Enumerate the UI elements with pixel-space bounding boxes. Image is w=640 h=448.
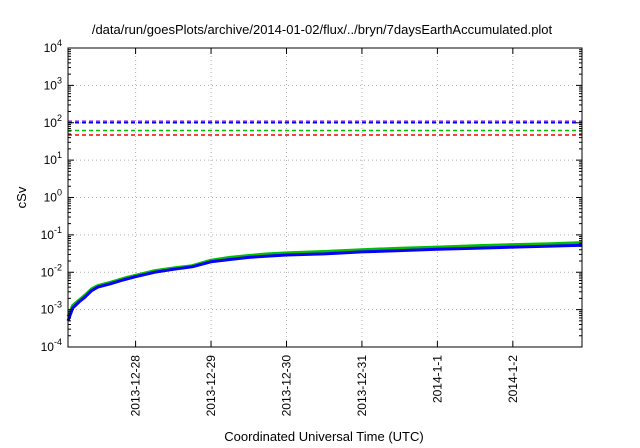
x-tick-label: 2013-12-28	[129, 355, 143, 417]
threshold-lines	[68, 120, 582, 136]
x-tick-labels: 2013-12-28 2013-12-29 2013-12-30 2013-12-31…	[129, 355, 520, 417]
y-tick-label: 100	[44, 188, 62, 205]
x-tick-label: 2014-1-2	[506, 355, 520, 403]
x-tick-label: 2013-12-30	[279, 355, 293, 417]
series-line	[66, 243, 583, 322]
y-tick-label: 10-1	[41, 225, 62, 242]
chart-title: /data/run/goesPlots/archive/2014-01-02/f…	[92, 22, 553, 37]
x-tick-label: 2013-12-31	[355, 355, 369, 417]
y-tick-label: 10-3	[41, 300, 62, 317]
y-tick-label: 101	[44, 150, 62, 167]
axis-ticks	[68, 47, 582, 348]
y-tick-label: 10-4	[41, 337, 62, 354]
series-line	[66, 241, 583, 318]
y-tick-labels: 10-4 10-3 10-2 10-1 100 101 102 103 104	[41, 38, 62, 354]
grid-lines	[68, 48, 582, 347]
y-tick-label: 103	[44, 75, 62, 92]
y-tick-label: 102	[44, 113, 62, 130]
x-tick-label: 2013-12-29	[204, 355, 218, 417]
x-tick-label: 2014-1-1	[430, 355, 444, 403]
series-lines	[66, 241, 583, 322]
x-axis-label: Coordinated Universal Time (UTC)	[224, 429, 423, 444]
y-axis-label: cSv	[14, 186, 29, 208]
y-tick-label: 10-2	[41, 262, 62, 279]
y-tick-label: 104	[44, 38, 62, 55]
